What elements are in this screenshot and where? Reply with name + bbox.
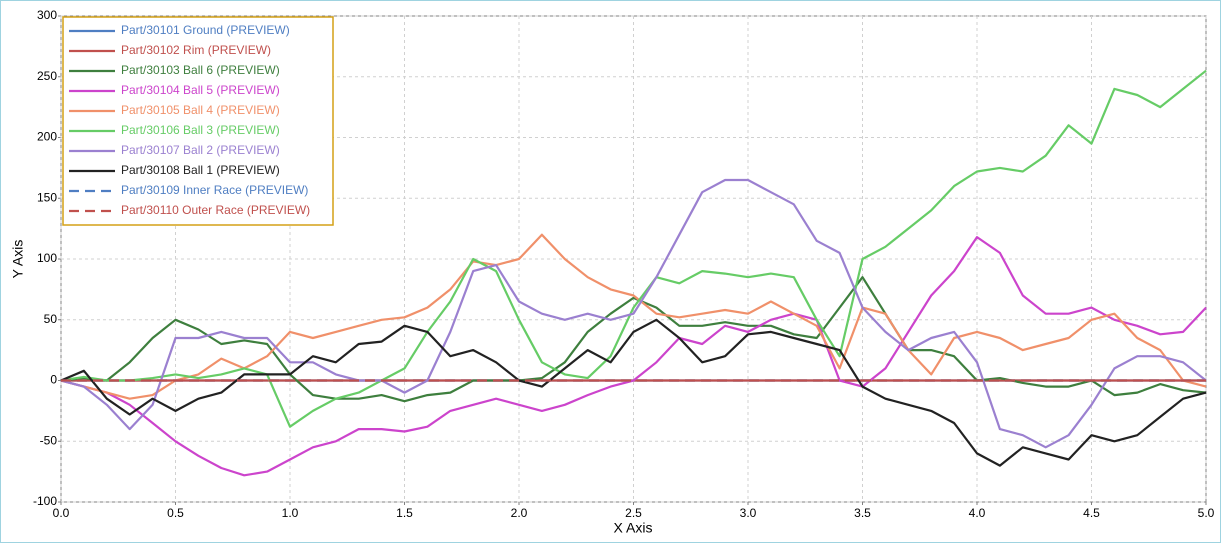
- y-axis-label: Y Axis: [10, 240, 26, 279]
- x-tick-label: 3.5: [854, 506, 871, 520]
- series-line: [60, 236, 1207, 477]
- x-tick-label: 2.0: [511, 506, 528, 520]
- legend-label: Part/30102 Rim (PREVIEW): [121, 43, 271, 57]
- x-tick-label: 1.5: [396, 506, 413, 520]
- y-tick-label: 50: [44, 312, 58, 326]
- y-tick-label: 300: [37, 8, 57, 22]
- x-tick-label: 2.5: [625, 506, 642, 520]
- legend-label: Part/30107 Ball 2 (PREVIEW): [121, 143, 280, 157]
- x-tick-label: 3.0: [740, 506, 757, 520]
- y-tick-label: -50: [40, 433, 58, 447]
- legend-label: Part/30104 Ball 5 (PREVIEW): [121, 83, 280, 97]
- x-tick-label: 0.5: [167, 506, 184, 520]
- legend: Part/30101 Ground (PREVIEW) Part/30102 Ri…: [62, 16, 334, 226]
- x-axis-label: X Axis: [614, 520, 653, 536]
- legend-label: Part/30108 Ball 1 (PREVIEW): [121, 163, 280, 177]
- series-line: [60, 318, 1207, 467]
- series-line: [60, 69, 1207, 428]
- legend-label: Part/30103 Ball 6 (PREVIEW): [121, 63, 280, 77]
- y-tick-label: 150: [37, 190, 57, 204]
- y-tick-label: 200: [37, 130, 57, 144]
- legend-label: Part/30106 Ball 3 (PREVIEW): [121, 123, 280, 137]
- legend-label: Part/30109 Inner Race (PREVIEW): [121, 183, 308, 197]
- series-line: [60, 178, 1207, 449]
- legend-label: Part/30110 Outer Race (PREVIEW): [121, 203, 310, 217]
- x-tick-label: 5.0: [1198, 506, 1215, 520]
- legend-label: Part/30105 Ball 4 (PREVIEW): [121, 103, 280, 117]
- x-tick-label: 0.0: [53, 506, 70, 520]
- y-tick-label: 250: [37, 69, 57, 83]
- y-tick-label: 100: [37, 251, 57, 265]
- series-line: [60, 233, 1207, 400]
- x-tick-label: 1.0: [282, 506, 299, 520]
- series-line: [60, 276, 1207, 403]
- legend-label: Part/30101 Ground (PREVIEW): [121, 23, 290, 37]
- y-tick-label: 0: [50, 373, 57, 387]
- x-tick-label: 4.0: [969, 506, 986, 520]
- y-tick-label: -100: [33, 494, 57, 508]
- x-tick-label: 4.5: [1083, 506, 1100, 520]
